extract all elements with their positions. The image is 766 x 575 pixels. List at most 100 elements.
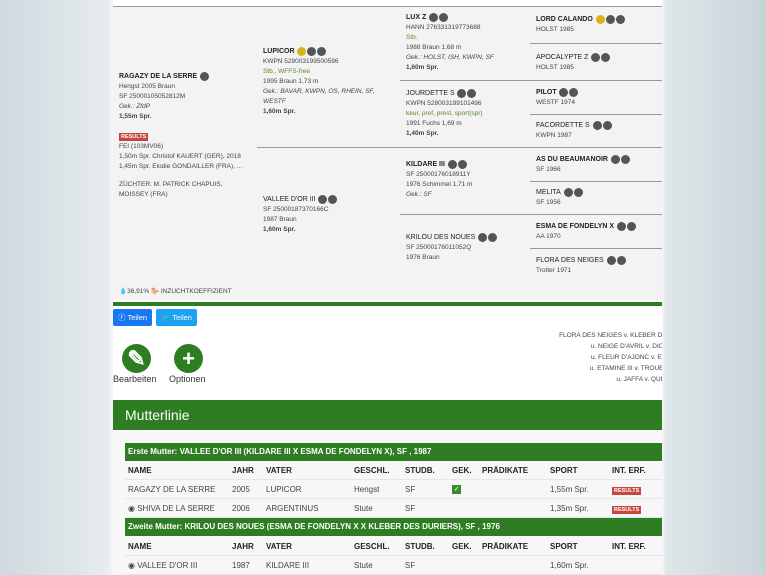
edit-icon[interactable] (573, 188, 583, 197)
row-sire[interactable]: KILDARE III (266, 561, 310, 570)
edit-icon[interactable] (317, 47, 327, 56)
sd-name[interactable]: JOURDETTE S (406, 90, 455, 98)
pedigree-icon[interactable] (447, 160, 457, 169)
pedigree-icon[interactable] (478, 233, 488, 242)
table-row[interactable]: ◉ SHIVA DE LA SERRE 2006 ARGENTINUS Stute SF… (125, 499, 662, 518)
sire-cell: LUPICOR KWPN 528003199500596 Stb., WFFS-… (257, 47, 400, 117)
pedigree-icon[interactable] (318, 195, 328, 204)
horse-name[interactable]: RAGAZY DE LA SERRE (119, 73, 198, 81)
row-sex: Stute (354, 504, 373, 513)
edit-icon[interactable] (616, 256, 626, 265)
ancestor-info: SF 1956 (536, 199, 561, 207)
dam-name[interactable]: VALLEE D'OR III (263, 196, 316, 204)
facebook-share-button[interactable]: ⓕ Teilen (113, 309, 153, 326)
dam-info: 1987 Braun (263, 216, 297, 224)
inbreeding-label: INZUCHTKOEFFIZIENT (160, 288, 232, 295)
ancestor-name[interactable]: FACORDETTE S (536, 122, 590, 130)
edit-icon[interactable] (439, 13, 449, 22)
pedigree-icon[interactable] (591, 53, 601, 62)
ancestry-list: FLORA DES NEIGES v. KLEBER DES DURIERS u… (462, 330, 662, 385)
twitter-share-button[interactable]: 🐦 Teilen (156, 309, 197, 326)
pedigree-icon[interactable] (429, 13, 439, 22)
table-row[interactable]: ◉ VALLEE D'OR III 1987 KILDARE III Stute SF 1… (125, 556, 662, 575)
ancestor-info: KWPN 1987 (536, 132, 572, 140)
results-badge[interactable]: RESULTS (119, 133, 149, 142)
ss-reg: HANN 276331319773688 (406, 24, 481, 32)
row-name[interactable]: RAGAZY DE LA SERRE (128, 485, 216, 494)
results-badge[interactable]: RESULTS (612, 506, 642, 514)
edit-icon[interactable] (626, 222, 636, 231)
edit-icon[interactable] (569, 88, 579, 97)
medal-icon (297, 47, 307, 56)
table-row[interactable]: RAGAZY DE LA SERRE 2005 LUPICOR Hengst SF ✓ 1,… (125, 480, 662, 499)
horse-cell: RAGAZY DE LA SERRE Hengst 2005 Braun SF … (113, 72, 257, 200)
plus-icon[interactable]: + (174, 344, 203, 373)
ds-info: 1976 Schimmel 1,71 m (406, 181, 473, 189)
col-gek: GEK. (452, 542, 472, 551)
pedigree-icon[interactable] (606, 256, 616, 265)
sire-info: 1995 Braun 1,73 m (263, 78, 319, 86)
edit-icon[interactable] (601, 53, 611, 62)
ds-name[interactable]: KILDARE III (406, 161, 445, 169)
pedigree-icon[interactable] (610, 155, 620, 164)
edit-icon[interactable] (615, 15, 625, 24)
ancestry-line: u. JAFFA v. QUINTIUS (616, 376, 662, 383)
pedigree-icon[interactable] (307, 47, 317, 56)
pedigree-icon[interactable] (616, 222, 626, 231)
options-button[interactable]: Optionen (169, 374, 206, 384)
ancestry-line: u. FLEUR D'AJONC v. ESPOIR (590, 354, 662, 361)
pedigree-icon[interactable] (563, 188, 573, 197)
edit-icon[interactable] (467, 89, 477, 98)
edit-icon[interactable] (200, 72, 209, 81)
ancestor-name[interactable]: ESMA DE FONDELYN X (536, 223, 615, 231)
row-name[interactable]: VALLEE D'OR III (137, 561, 198, 570)
twitter-icon: 🐦 (161, 313, 171, 322)
ancestor-name[interactable]: AS DU BEAUMANOIR (536, 156, 608, 164)
results-badge[interactable]: RESULTS (612, 487, 642, 495)
horse-gek: Gek.: ZfdP (119, 103, 151, 111)
ancestor-info: SF 1966 (536, 166, 561, 174)
mare-icon: ◉ (128, 561, 135, 570)
pedigree: RAGAZY DE LA SERRE Hengst 2005 Braun SF … (113, 6, 662, 300)
ds-reg: SF 25000176018911Y (406, 171, 471, 179)
col-sire: VATER (266, 542, 292, 551)
dd-name[interactable]: KRILOU DES NOUES (406, 234, 476, 242)
section-title: Erste Mutter: VALLEE D'OR III (KILDARE I… (125, 443, 662, 461)
pedigree-icon[interactable] (605, 15, 615, 24)
edit-button[interactable]: Bearbeiten (113, 374, 157, 384)
ss-sport: 1,60m Spr. (406, 64, 439, 72)
ancestor-name[interactable]: LORD CALANDO (536, 16, 593, 24)
pedigree-icon[interactable] (457, 89, 467, 98)
ancestor-name[interactable]: MELITA (536, 189, 561, 197)
sd-info: 1991 Fuchs 1,69 m (406, 120, 462, 128)
col-predicates: PRÄDIKATE (482, 542, 529, 551)
ss-name[interactable]: LUX Z (406, 14, 427, 22)
pencil-icon[interactable]: ✎ (122, 344, 151, 373)
medal-icon (595, 15, 605, 24)
row-sire[interactable]: LUPICOR (266, 485, 302, 494)
edit-icon[interactable] (602, 121, 612, 130)
dam-reg: SF 25000187370166C (263, 206, 329, 214)
gen4-cell: AS DU BEAUMANOIR SF 1966 (530, 155, 636, 175)
sire-name[interactable]: LUPICOR (263, 48, 295, 56)
edit-icon[interactable] (620, 155, 630, 164)
breeder: ZÜCHTER: M. PATRICK CHAPUIS, (119, 181, 223, 189)
row-sire[interactable]: ARGENTINUS (266, 504, 319, 513)
ancestor-name[interactable]: FLORA DES NEIGES (536, 257, 604, 265)
pedigree-icon[interactable] (559, 88, 569, 97)
row-year: 2005 (232, 485, 250, 494)
breeder-location: MOISSEY (FRA) (119, 191, 168, 199)
section-title: Zweite Mutter: KRILOU DES NOUES (ESMA DE… (125, 518, 662, 536)
horse-info: Hengst 2005 Braun (119, 83, 176, 91)
ancestor-name[interactable]: APOCALYPTE Z (536, 54, 589, 62)
col-predicates: PRÄDIKATE (482, 466, 529, 475)
ancestor-name[interactable]: PILOT (536, 89, 557, 97)
inbreeding: 💧36,91% 🐎 INZUCHTKOEFFIZIENT (113, 287, 313, 297)
row-name[interactable]: SHIVA DE LA SERRE (137, 504, 215, 513)
pedigree-icon[interactable] (592, 121, 602, 130)
edit-icon[interactable] (488, 233, 498, 242)
edit-icon[interactable] (328, 195, 338, 204)
ds-gek: Gek.: SF (406, 191, 432, 199)
edit-icon[interactable] (457, 160, 467, 169)
row-sport: 1,35m Spr. (550, 504, 589, 513)
